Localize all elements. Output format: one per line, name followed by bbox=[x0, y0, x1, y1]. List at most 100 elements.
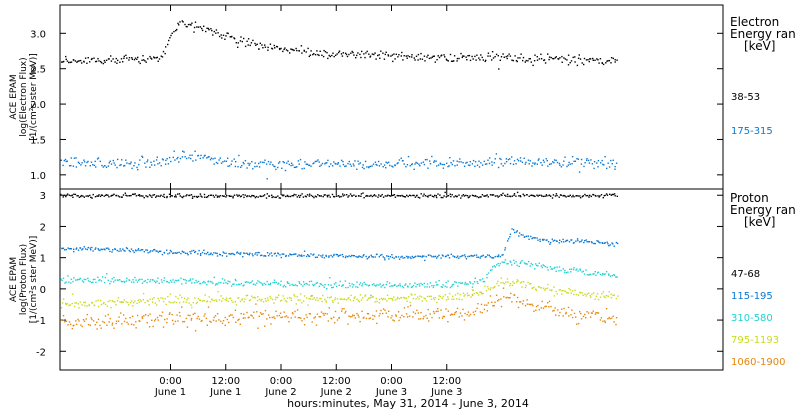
data-point bbox=[259, 42, 261, 44]
data-point bbox=[379, 312, 381, 315]
data-point bbox=[313, 317, 315, 319]
data-point bbox=[355, 255, 357, 258]
data-point bbox=[342, 163, 345, 166]
data-point bbox=[196, 317, 198, 320]
data-point bbox=[173, 150, 175, 152]
data-point bbox=[418, 318, 420, 320]
data-point bbox=[361, 166, 364, 169]
data-point bbox=[462, 55, 464, 57]
data-point bbox=[286, 194, 289, 197]
data-point bbox=[348, 53, 350, 56]
data-point bbox=[449, 286, 452, 289]
data-point bbox=[60, 278, 62, 280]
data-point bbox=[295, 166, 297, 168]
data-point bbox=[292, 164, 294, 166]
data-point bbox=[547, 269, 549, 271]
data-point bbox=[597, 312, 600, 314]
data-point bbox=[585, 59, 588, 61]
data-point bbox=[258, 251, 260, 254]
data-point bbox=[91, 318, 93, 321]
data-point bbox=[130, 194, 132, 197]
data-point bbox=[395, 315, 397, 317]
data-point bbox=[319, 316, 322, 318]
data-point bbox=[359, 255, 362, 258]
data-point bbox=[297, 160, 300, 162]
data-point bbox=[615, 317, 618, 319]
data-point bbox=[538, 309, 540, 311]
data-point bbox=[236, 284, 238, 286]
data-point bbox=[216, 162, 219, 165]
data-point bbox=[461, 195, 463, 197]
data-point bbox=[530, 61, 532, 63]
data-point bbox=[442, 167, 445, 169]
data-point bbox=[289, 296, 291, 299]
data-point bbox=[126, 247, 129, 250]
data-point bbox=[379, 57, 381, 59]
data-point bbox=[468, 315, 470, 317]
data-point bbox=[157, 319, 159, 321]
data-point bbox=[525, 263, 527, 265]
data-point bbox=[491, 59, 493, 61]
data-point bbox=[558, 289, 560, 291]
data-point bbox=[322, 195, 324, 198]
data-point bbox=[453, 196, 455, 198]
data-point bbox=[458, 57, 460, 60]
data-point bbox=[447, 321, 449, 323]
data-point bbox=[81, 280, 84, 282]
data-point bbox=[573, 312, 576, 315]
data-point bbox=[249, 299, 252, 301]
data-point bbox=[305, 314, 307, 316]
data-point bbox=[345, 310, 347, 313]
data-point bbox=[348, 297, 350, 299]
data-point bbox=[489, 194, 492, 196]
data-point bbox=[359, 282, 362, 284]
data-point bbox=[70, 282, 72, 284]
data-point bbox=[222, 282, 225, 284]
data-point bbox=[216, 252, 218, 255]
data-point bbox=[426, 283, 429, 285]
data-point bbox=[463, 195, 466, 197]
data-point bbox=[205, 317, 208, 320]
data-point bbox=[62, 247, 65, 249]
data-point bbox=[371, 53, 374, 55]
data-point bbox=[156, 156, 158, 158]
data-point bbox=[177, 156, 179, 159]
data-point bbox=[456, 160, 458, 162]
data-point bbox=[318, 161, 320, 163]
data-point bbox=[296, 285, 298, 287]
data-point bbox=[429, 282, 432, 284]
data-point bbox=[157, 297, 159, 300]
data-point bbox=[191, 197, 194, 199]
data-point bbox=[467, 55, 469, 57]
data-point bbox=[571, 156, 574, 158]
data-point bbox=[150, 195, 152, 197]
data-point bbox=[496, 282, 498, 285]
data-point bbox=[199, 299, 202, 301]
data-point bbox=[313, 297, 316, 299]
data-point bbox=[115, 304, 117, 306]
data-point bbox=[293, 284, 295, 286]
data-point bbox=[390, 55, 392, 57]
data-point bbox=[347, 196, 349, 198]
data-point bbox=[147, 300, 149, 302]
data-point bbox=[287, 316, 289, 319]
data-point bbox=[503, 56, 505, 58]
data-point bbox=[549, 243, 551, 245]
data-point bbox=[351, 283, 353, 285]
data-point bbox=[183, 320, 186, 323]
data-point bbox=[515, 163, 517, 165]
data-point bbox=[263, 161, 265, 164]
data-point bbox=[491, 269, 493, 271]
data-point bbox=[233, 194, 236, 196]
data-point bbox=[302, 300, 305, 302]
data-point bbox=[233, 37, 235, 39]
data-point bbox=[349, 193, 352, 195]
data-point bbox=[584, 162, 586, 164]
data-point bbox=[225, 282, 227, 284]
data-point bbox=[416, 283, 418, 286]
data-point bbox=[251, 161, 253, 163]
data-point bbox=[480, 255, 482, 258]
data-point bbox=[403, 196, 406, 198]
data-point bbox=[516, 230, 518, 232]
data-point bbox=[422, 195, 424, 197]
